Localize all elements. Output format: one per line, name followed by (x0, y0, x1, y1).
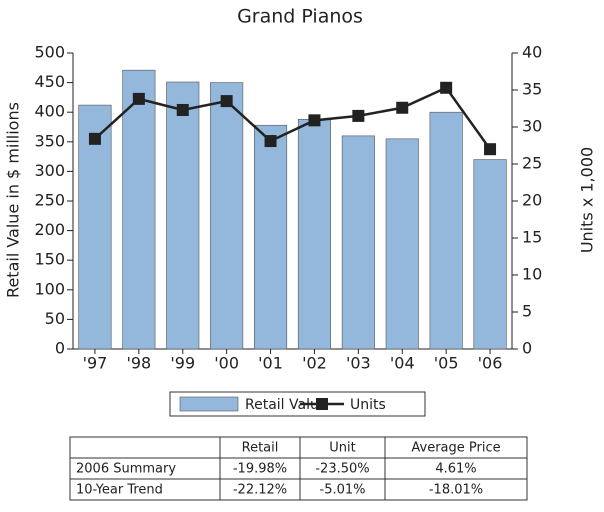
y2-tick-label: 5 (522, 302, 532, 321)
bar (297, 119, 331, 350)
legend-label: Units (350, 397, 386, 413)
bar (166, 81, 200, 350)
marker (176, 103, 189, 116)
marker (396, 101, 409, 114)
x-tick-label: '97 (83, 354, 108, 373)
y-tick-label: 50 (45, 309, 65, 328)
x-tick-label: '04 (390, 354, 415, 373)
x-tick-label: '03 (346, 354, 371, 373)
table-row-label: 10-Year Trend (76, 483, 163, 498)
table-row-label: 2006 Summary (76, 462, 176, 477)
y-tick-label: 250 (34, 191, 65, 210)
table-cell: -22.12% (233, 483, 287, 498)
y-tick-label: 300 (34, 161, 65, 180)
bar (385, 138, 419, 350)
y-tick-label: 150 (34, 250, 65, 269)
x-tick-label: '99 (170, 354, 195, 373)
table-cell: 4.61% (435, 462, 476, 477)
table-cell: -18.01% (429, 483, 483, 498)
bar (210, 82, 244, 350)
bar (122, 69, 156, 350)
bar (78, 104, 112, 350)
table-cell: -19.98% (233, 462, 287, 477)
table-cell: -23.50% (315, 462, 369, 477)
marker (440, 81, 453, 94)
y-tick-label: 500 (34, 43, 65, 62)
x-tick-label: '01 (258, 354, 283, 373)
legend-marker (316, 398, 328, 410)
y-tick-label: 400 (34, 102, 65, 121)
y2-tick-label: 10 (522, 265, 542, 284)
y-tick-label: 350 (34, 131, 65, 150)
marker (352, 109, 365, 122)
bar (429, 111, 463, 350)
table-border (69, 436, 528, 501)
table-header: Unit (329, 441, 355, 456)
y2-tick-label: 40 (522, 43, 542, 62)
x-tick-label: '98 (126, 354, 151, 373)
y2-tick-label: 20 (522, 191, 542, 210)
y2-tick-label: 25 (522, 154, 542, 173)
bar (254, 124, 288, 350)
y-axis-label: Retail Value in $ millions (4, 102, 23, 298)
bar (341, 135, 375, 350)
legend-swatch (179, 396, 239, 412)
y2-tick-label: 35 (522, 80, 542, 99)
y-tick-label: 100 (34, 279, 65, 298)
y2-tick-label: 30 (522, 117, 542, 136)
marker (264, 135, 277, 148)
y2-tick-label: 15 (522, 228, 542, 247)
table-cell: -5.01% (320, 483, 366, 498)
y2-tick-label: 0 (522, 339, 532, 358)
bar (473, 159, 507, 350)
table-header: Retail (242, 441, 279, 456)
y2-axis-label: Units x 1,000 (578, 147, 597, 253)
chart-title: Grand Pianos (237, 6, 363, 28)
y-tick-label: 450 (34, 72, 65, 91)
y-tick-label: 0 (55, 339, 65, 358)
y-tick-label: 200 (34, 220, 65, 239)
marker (484, 143, 497, 156)
legend-box (169, 391, 426, 417)
marker (220, 95, 233, 108)
x-tick-label: '06 (478, 354, 503, 373)
marker (88, 132, 101, 145)
line (94, 86, 492, 150)
marker (132, 92, 145, 105)
marker (308, 114, 321, 127)
table-header: Average Price (411, 441, 500, 456)
legend-label: Retail Value (245, 397, 327, 413)
x-tick-label: '00 (214, 354, 239, 373)
x-tick-label: '02 (302, 354, 327, 373)
x-tick-label: '05 (434, 354, 459, 373)
